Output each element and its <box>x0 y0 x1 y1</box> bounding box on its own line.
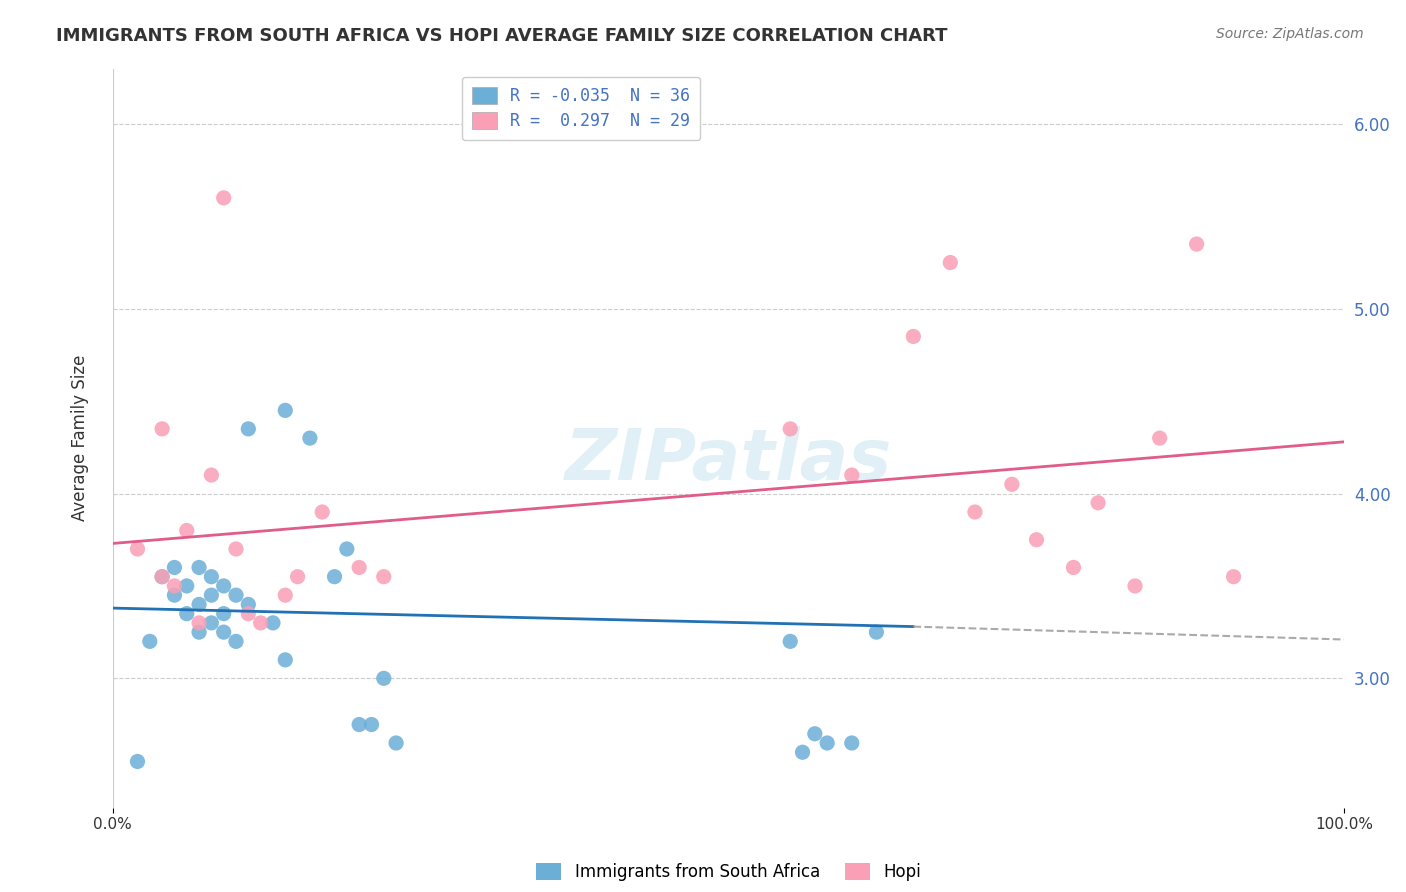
Point <box>336 541 359 556</box>
Point <box>1185 237 1208 252</box>
Point <box>188 560 211 574</box>
Point <box>360 717 382 731</box>
Point <box>779 422 801 436</box>
Point <box>150 570 173 584</box>
Point <box>212 191 235 205</box>
Point <box>163 560 186 574</box>
Text: IMMIGRANTS FROM SOUTH AFRICA VS HOPI AVERAGE FAMILY SIZE CORRELATION CHART: IMMIGRANTS FROM SOUTH AFRICA VS HOPI AVE… <box>56 27 948 45</box>
Point <box>779 634 801 648</box>
Point <box>298 431 321 445</box>
Point <box>1001 477 1024 491</box>
Point <box>323 570 346 584</box>
Point <box>347 560 370 574</box>
Point <box>238 422 260 436</box>
Point <box>200 468 222 483</box>
Point <box>150 422 173 436</box>
Point <box>373 671 395 685</box>
Y-axis label: Average Family Size: Average Family Size <box>72 355 89 521</box>
Point <box>939 255 962 269</box>
Point <box>200 588 222 602</box>
Point <box>127 755 149 769</box>
Point <box>385 736 408 750</box>
Point <box>903 329 925 343</box>
Point <box>804 727 827 741</box>
Point <box>287 570 309 584</box>
Point <box>225 634 247 648</box>
Point <box>274 403 297 417</box>
Point <box>1123 579 1146 593</box>
Point <box>225 588 247 602</box>
Point <box>238 607 260 621</box>
Point <box>1087 496 1109 510</box>
Point <box>163 579 186 593</box>
Point <box>262 615 284 630</box>
Point <box>188 615 211 630</box>
Point <box>274 653 297 667</box>
Point <box>792 745 814 759</box>
Point <box>212 579 235 593</box>
Point <box>212 607 235 621</box>
Point <box>963 505 986 519</box>
Point <box>163 588 186 602</box>
Point <box>188 598 211 612</box>
Point <box>249 615 271 630</box>
Point <box>815 736 838 750</box>
Text: Source: ZipAtlas.com: Source: ZipAtlas.com <box>1216 27 1364 41</box>
Point <box>225 541 247 556</box>
Point <box>139 634 162 648</box>
Point <box>212 625 235 640</box>
Point <box>176 524 198 538</box>
Point <box>127 541 149 556</box>
Point <box>200 570 222 584</box>
Point <box>865 625 887 640</box>
Point <box>841 736 863 750</box>
Point <box>176 579 198 593</box>
Point <box>841 468 863 483</box>
Legend: R = -0.035  N = 36, R =  0.297  N = 29: R = -0.035 N = 36, R = 0.297 N = 29 <box>461 77 700 140</box>
Point <box>176 607 198 621</box>
Point <box>1149 431 1171 445</box>
Point <box>1025 533 1047 547</box>
Point <box>238 598 260 612</box>
Point <box>200 615 222 630</box>
Text: ZIPatlas: ZIPatlas <box>565 425 893 495</box>
Point <box>188 625 211 640</box>
Point <box>150 570 173 584</box>
Point <box>1222 570 1244 584</box>
Point <box>311 505 333 519</box>
Point <box>1062 560 1084 574</box>
Point <box>274 588 297 602</box>
Point <box>347 717 370 731</box>
Point <box>373 570 395 584</box>
